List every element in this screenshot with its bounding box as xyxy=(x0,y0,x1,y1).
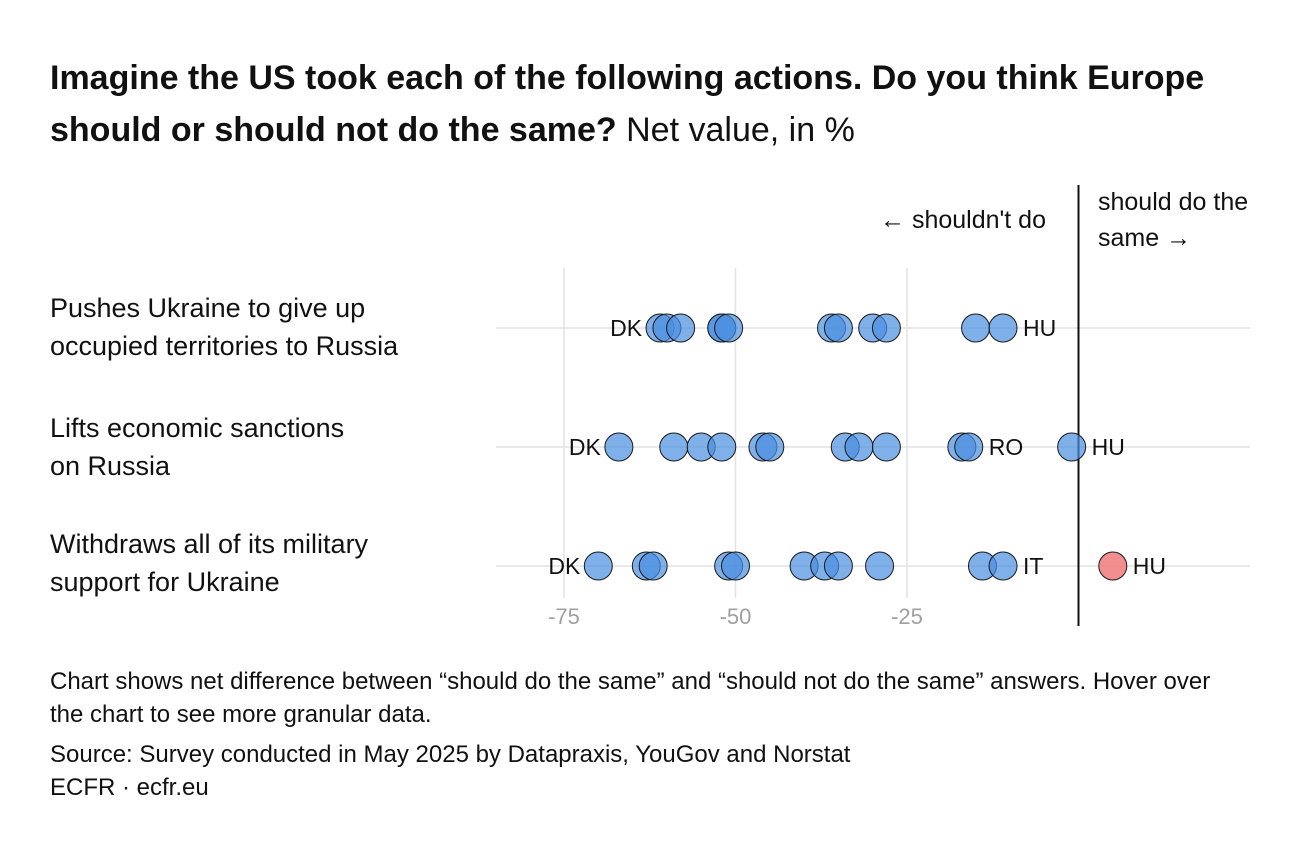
data-point[interactable] xyxy=(583,551,613,581)
country-label: HU xyxy=(1092,434,1125,460)
data-point[interactable] xyxy=(707,432,737,462)
data-point[interactable] xyxy=(844,432,874,462)
data-point[interactable] xyxy=(604,432,634,462)
data-point[interactable] xyxy=(988,551,1018,581)
x-tick-label: -75 xyxy=(548,604,580,629)
data-point[interactable] xyxy=(988,313,1018,343)
chart-title: Imagine the US took each of the followin… xyxy=(50,52,1250,156)
row-label-military: Withdraws all of its military support fo… xyxy=(50,529,369,597)
x-tick-label: -50 xyxy=(720,604,752,629)
row-label-sanctions: Lifts economic sanctions on Russia xyxy=(50,413,345,481)
country-label: RO xyxy=(989,434,1024,460)
country-label: DK xyxy=(569,434,602,460)
x-tick-label: -25 xyxy=(891,604,923,629)
data-point[interactable] xyxy=(954,432,984,462)
country-label: HU xyxy=(1023,315,1056,341)
data-point[interactable] xyxy=(755,432,785,462)
data-point[interactable] xyxy=(1098,551,1128,581)
chart-subtitle: Net value, in % xyxy=(626,111,855,149)
data-point[interactable] xyxy=(871,313,901,343)
source-line: Source: Survey conducted in May 2025 by … xyxy=(50,741,851,768)
data-point[interactable] xyxy=(871,432,901,462)
data-point[interactable] xyxy=(1057,432,1087,462)
chart-note: Chart shows net difference between “shou… xyxy=(50,668,1211,728)
data-point[interactable] xyxy=(961,313,991,343)
data-point[interactable] xyxy=(823,551,853,581)
data-point[interactable] xyxy=(638,551,668,581)
chart-title-bold: Imagine the US took each of the followin… xyxy=(50,59,1205,149)
shouldnt-do-annotation: ← shouldn't do xyxy=(880,206,1046,234)
data-point[interactable] xyxy=(666,313,696,343)
row-label-territories: Pushes Ukraine to give up occupied terri… xyxy=(50,293,399,361)
country-label: DK xyxy=(610,315,643,341)
country-label: IT xyxy=(1023,553,1043,579)
country-label: DK xyxy=(548,553,581,579)
data-point[interactable] xyxy=(721,551,750,581)
data-point[interactable] xyxy=(823,313,853,343)
data-point[interactable] xyxy=(865,551,895,581)
dot-plot[interactable]: -75 -50 -25 DK HU DK RO HU DK IT HU xyxy=(0,0,1300,660)
data-point[interactable] xyxy=(659,432,689,462)
country-label: HU xyxy=(1133,553,1166,579)
should-do-annotation: should do the same → xyxy=(1098,188,1249,252)
credit-line: ECFR · ecfr.eu xyxy=(50,774,209,801)
data-point[interactable] xyxy=(714,313,744,343)
